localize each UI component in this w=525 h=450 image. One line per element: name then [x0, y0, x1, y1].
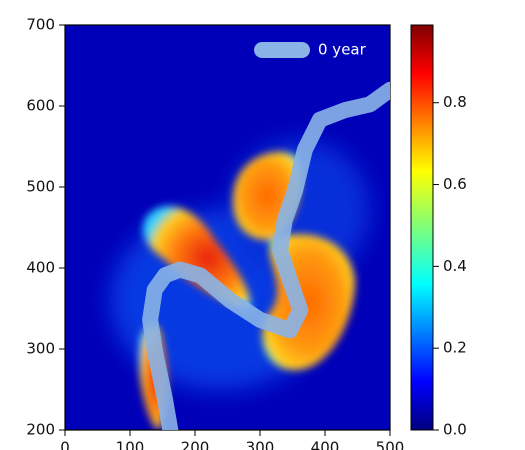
y-tick-label: 600	[26, 97, 55, 115]
plot-frame	[64, 24, 391, 431]
y-tick-label: 200	[26, 421, 55, 439]
x-tick-label: 200	[181, 439, 210, 450]
colorbar-tick-label: 0.6	[443, 175, 467, 193]
colorbar-tick-label: 0.2	[443, 339, 467, 357]
x-tick-label: 100	[116, 439, 145, 450]
x-tick-label: 500	[376, 439, 405, 450]
colorbar-tick-label: 0.8	[443, 93, 467, 111]
y-tick-label: 500	[26, 178, 55, 196]
river-line	[142, 81, 390, 430]
plot-lines	[142, 81, 390, 430]
x-tick-label: 0	[60, 439, 70, 450]
x-tick-label: 300	[246, 439, 275, 450]
y-tick-label: 300	[26, 340, 55, 358]
colorbar-tick-label: 0.4	[443, 257, 467, 275]
colorbar	[410, 24, 434, 431]
legend-label: 0 year	[318, 41, 367, 59]
y-tick-label: 400	[26, 259, 55, 277]
x-tick-label: 400	[311, 439, 340, 450]
heatmap	[65, 25, 390, 430]
y-tick-label: 700	[26, 16, 55, 34]
colorbar-tick-label: 0.0	[443, 421, 467, 439]
